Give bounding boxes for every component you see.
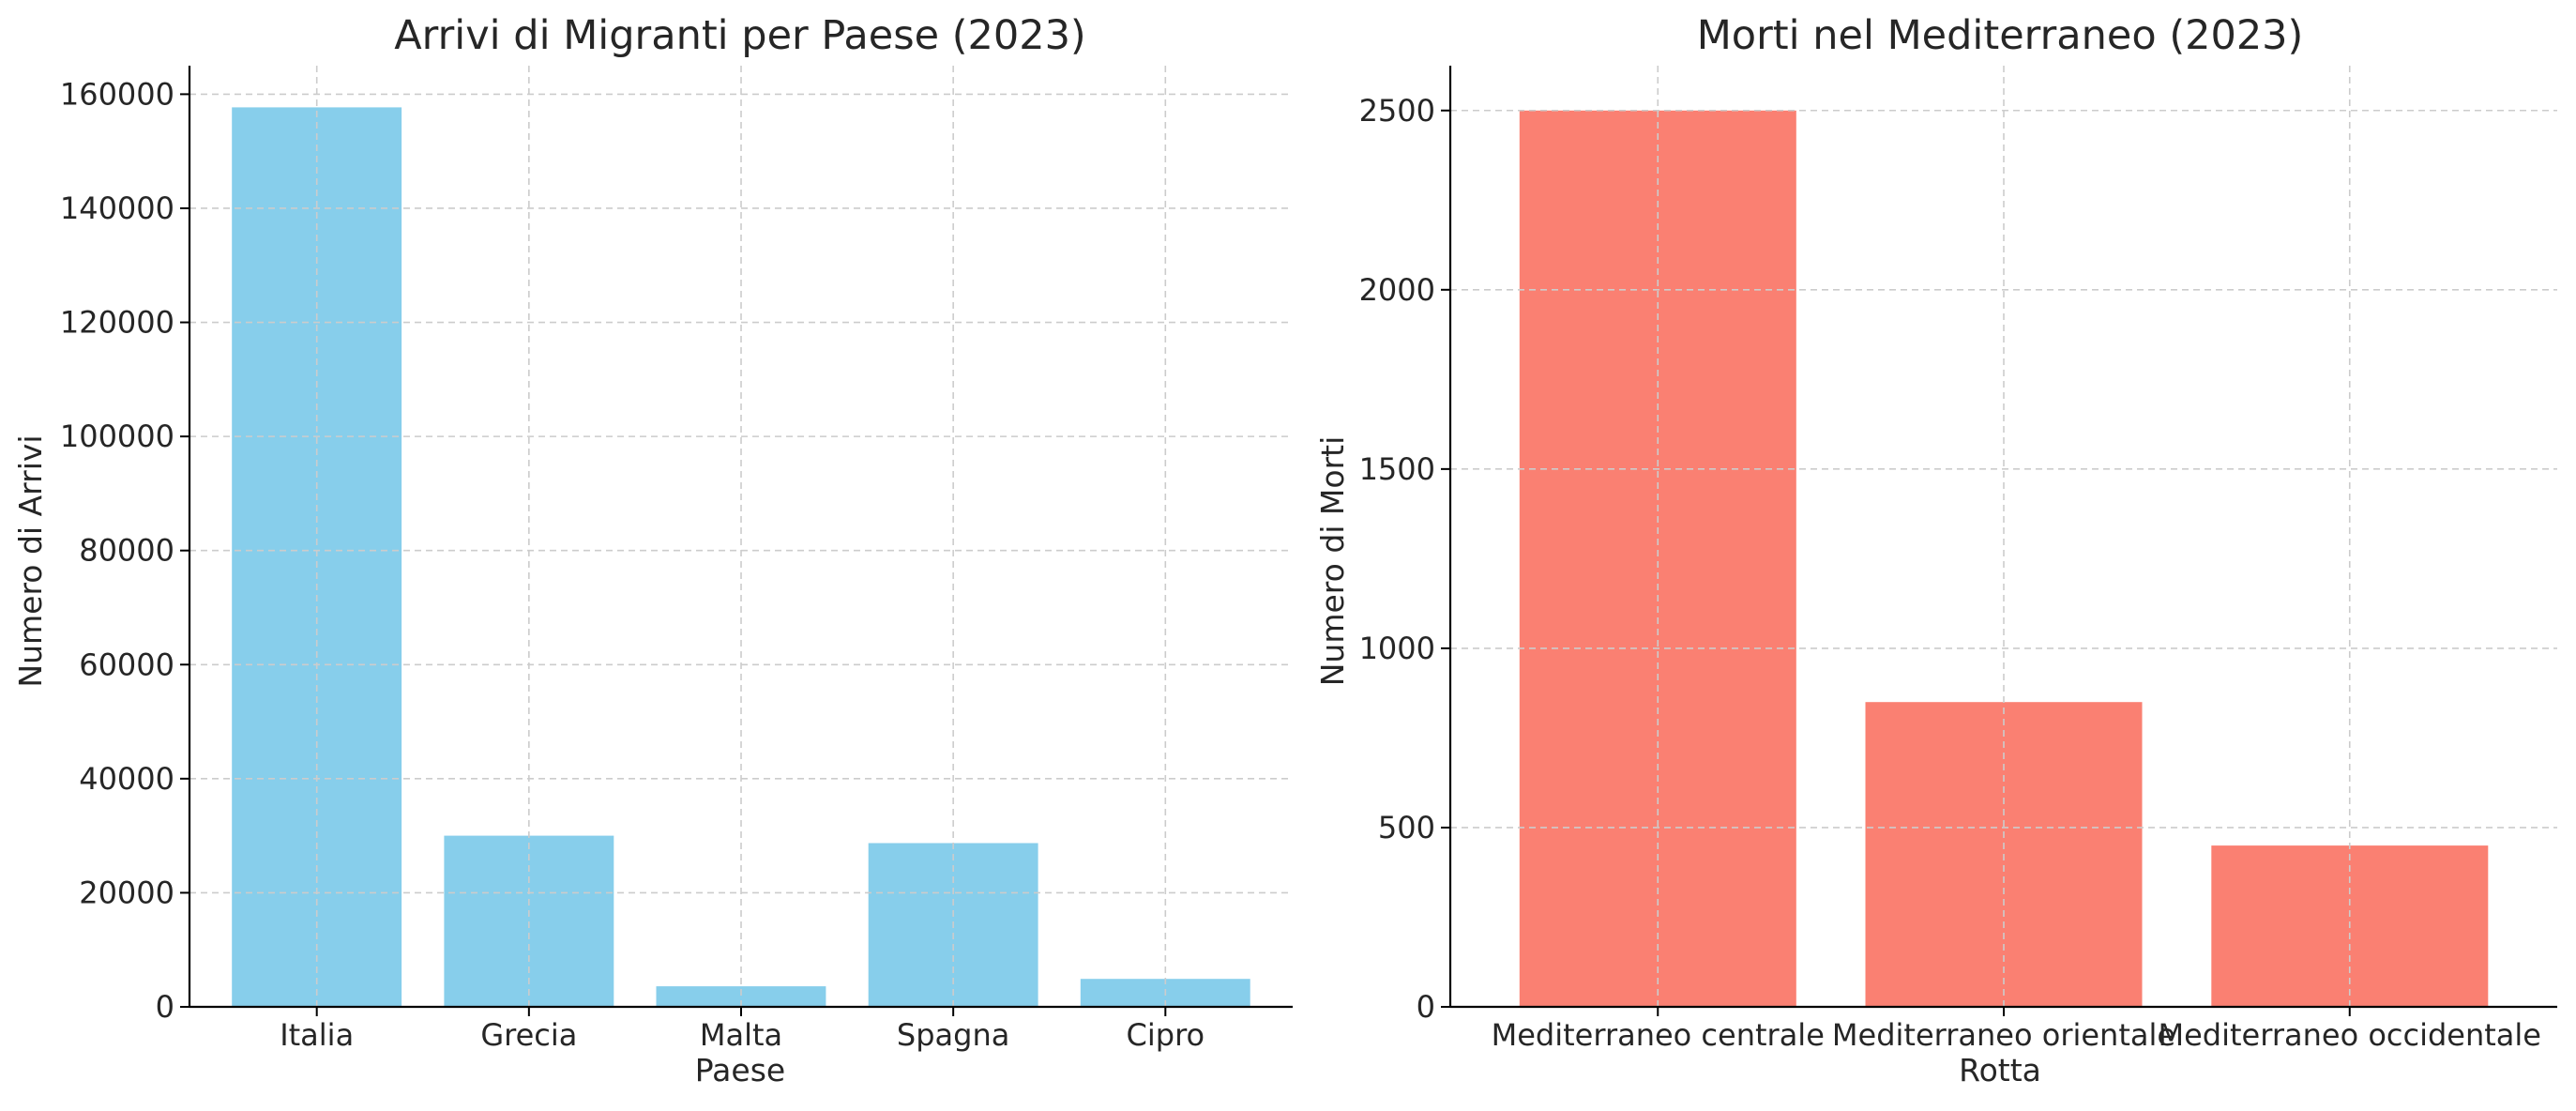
chart-morti: Morti nel Mediterraneo (2023) Rotta Nume… xyxy=(1314,12,2557,1088)
y-tick-label: 500 xyxy=(1378,810,1435,845)
y-tick-label: 1500 xyxy=(1359,451,1435,487)
y-axis-label: Numero di Arrivi xyxy=(12,434,49,687)
chart-title: Arrivi di Migranti per Paese (2023) xyxy=(394,12,1085,59)
x-tick-label: Malta xyxy=(700,1017,782,1053)
x-tick-label: Grecia xyxy=(480,1017,577,1053)
bar-mediterraneo-centrale xyxy=(1519,110,1796,1008)
bars xyxy=(1519,110,2489,1008)
x-axis-label: Paese xyxy=(695,1052,785,1088)
y-tick-label: 2500 xyxy=(1359,93,1435,129)
x-tick-label: Mediterraneo orientale xyxy=(1832,1017,2175,1053)
chart-title: Morti nel Mediterraneo (2023) xyxy=(1697,12,2304,59)
y-tick-label: 40000 xyxy=(79,761,174,797)
y-tick-label: 160000 xyxy=(60,76,174,112)
y-tick-label: 120000 xyxy=(60,305,174,341)
x-tick-label: Mediterraneo occidentale xyxy=(2159,1017,2541,1053)
x-tick-label: Italia xyxy=(280,1017,354,1053)
y-tick-label: 80000 xyxy=(79,533,174,569)
y-tick-label: 0 xyxy=(156,989,174,1025)
y-tick-label: 2000 xyxy=(1359,272,1435,308)
y-tick-label: 0 xyxy=(1417,989,1435,1025)
x-tick-label: Mediterraneo centrale xyxy=(1492,1017,1825,1053)
y-tick-label: 60000 xyxy=(79,647,174,682)
y-axis-label: Numero di Morti xyxy=(1314,436,1351,687)
y-tick-label: 1000 xyxy=(1359,631,1435,666)
y-tick-label: 140000 xyxy=(60,190,174,226)
bars xyxy=(232,107,1250,1007)
y-tick-label: 100000 xyxy=(60,419,174,454)
bar-malta xyxy=(656,986,826,1007)
chart-arrivi: Arrivi di Migranti per Paese (2023) Paes… xyxy=(12,12,1293,1088)
x-tick-label: Cipro xyxy=(1127,1017,1205,1053)
bar-italia xyxy=(232,107,402,1007)
x-tick-label: Spagna xyxy=(897,1017,1009,1053)
x-axis-label: Rotta xyxy=(1959,1052,2041,1088)
y-tick-label: 20000 xyxy=(79,875,174,910)
